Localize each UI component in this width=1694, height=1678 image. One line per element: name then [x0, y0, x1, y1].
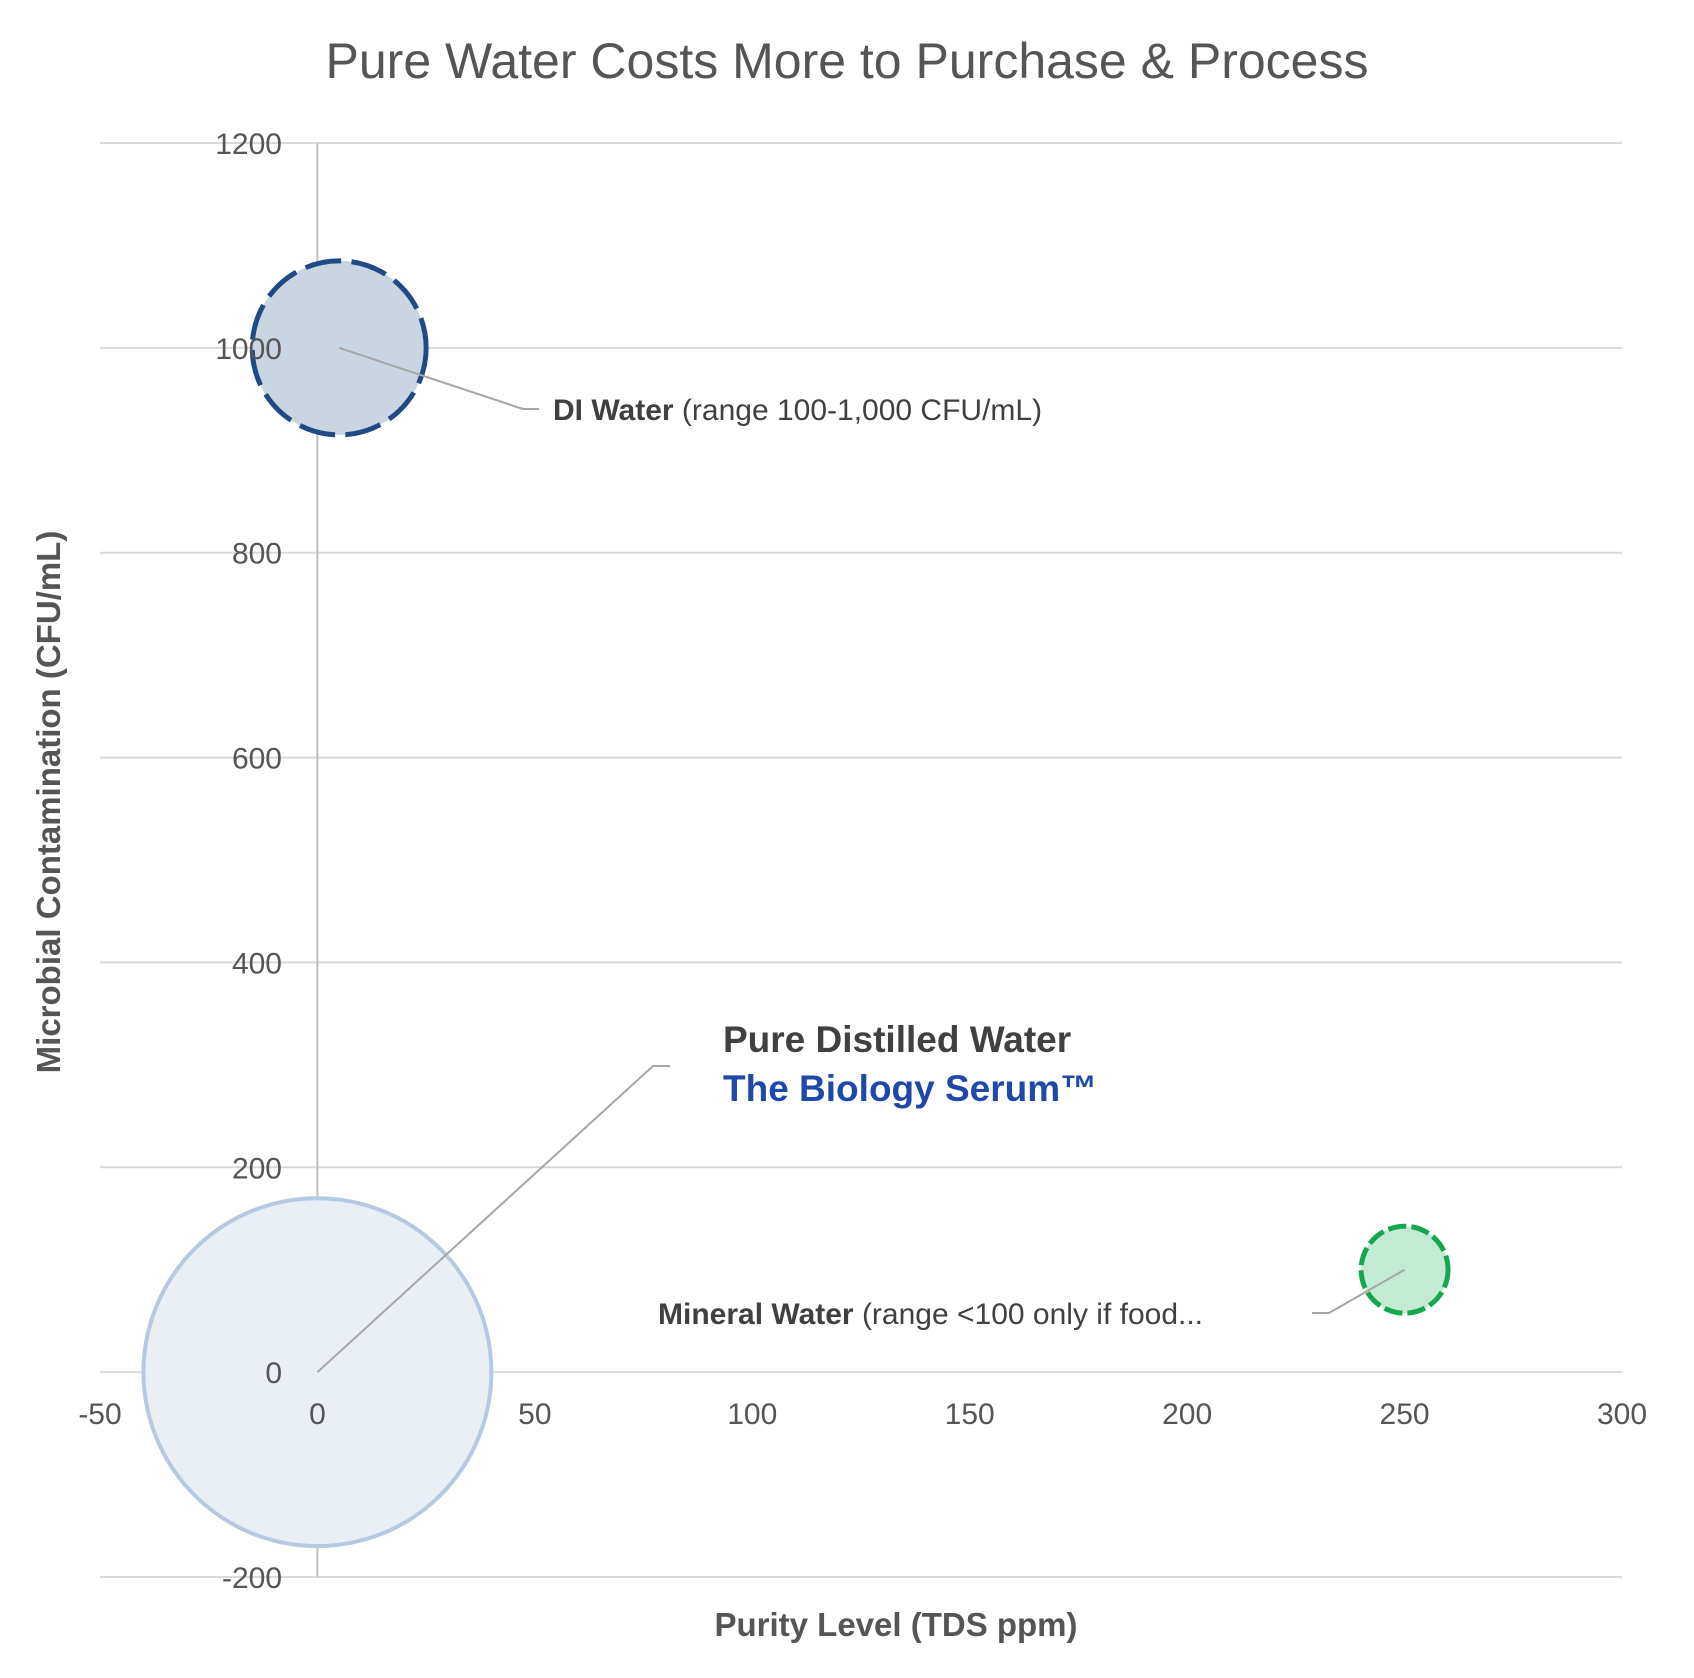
annotation-pure-distilled-water: Pure Distilled Water — [723, 1019, 1071, 1060]
x-tick-labels: -50 0 50 100 150 200 250 300 — [78, 1398, 1647, 1431]
x-tick-label: 100 — [727, 1398, 777, 1431]
x-tick-label: 250 — [1380, 1398, 1430, 1431]
x-tick-label: 150 — [945, 1398, 995, 1431]
y-tick-label: 0 — [265, 1357, 282, 1390]
annotation-mineral-water-name: Mineral Water — [658, 1298, 854, 1331]
annotations: Pure Distilled Water The Biology Serum™ DI… — [553, 394, 1203, 1331]
y-tick-label: 400 — [232, 947, 282, 980]
x-tick-label: 0 — [309, 1398, 326, 1431]
leader-line-mineral-water — [1312, 1268, 1406, 1314]
leader-line-pure-distilled — [316, 1065, 670, 1373]
x-tick-label: 50 — [518, 1398, 551, 1431]
annotation-mineral-water: Mineral Water (range <100 only if food..… — [658, 1298, 1203, 1331]
annotation-biology-serum: The Biology Serum™ — [723, 1068, 1097, 1109]
annotation-di-water-range: (range 100-1,000 CFU/mL) — [674, 394, 1043, 427]
x-tick-label: -50 — [78, 1398, 121, 1431]
chart-title: Pure Water Costs More to Purchase & Proc… — [326, 33, 1369, 89]
x-axis-label: Purity Level (TDS ppm) — [714, 1606, 1077, 1643]
y-tick-label: 600 — [232, 743, 282, 776]
x-tick-label: 200 — [1162, 1398, 1212, 1431]
annotation-mineral-water-range: (range <100 only if food... — [854, 1298, 1203, 1331]
bubble-pure-distilled-water — [141, 1196, 494, 1549]
y-tick-label: 1200 — [215, 128, 282, 161]
annotation-di-water-name: DI Water — [553, 394, 674, 427]
x-tick-label: 300 — [1597, 1398, 1647, 1431]
y-tick-label: -200 — [222, 1562, 282, 1595]
leader-lines — [316, 346, 1406, 1373]
y-tick-label: 800 — [232, 538, 282, 571]
y-tick-label: 200 — [232, 1152, 282, 1185]
y-axis-label: Microbial Contamination (CFU/mL) — [30, 531, 67, 1074]
annotation-di-water: DI Water (range 100-1,000 CFU/mL) — [553, 394, 1042, 427]
y-tick-label: 1000 — [215, 333, 282, 366]
y-tick-labels: -200 0 200 400 600 800 1000 1200 — [215, 128, 282, 1595]
leader-line-di-water — [338, 346, 539, 410]
